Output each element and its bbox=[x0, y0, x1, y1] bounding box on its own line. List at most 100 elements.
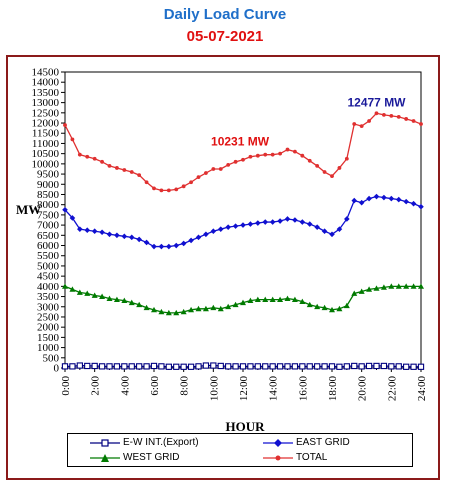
point-total-6 bbox=[107, 164, 112, 168]
point-east-31 bbox=[292, 217, 298, 223]
point-west-30 bbox=[284, 295, 291, 301]
point-total-25 bbox=[248, 154, 253, 159]
point-west-17 bbox=[188, 306, 195, 313]
point-west-34 bbox=[314, 303, 321, 310]
point-west-12 bbox=[151, 306, 157, 313]
point-east-38 bbox=[344, 216, 350, 222]
y-tick-label-5: 2500 bbox=[37, 311, 60, 323]
point-west-42 bbox=[373, 285, 380, 291]
point-total-36 bbox=[330, 174, 334, 179]
point-west-28 bbox=[269, 296, 276, 303]
point-east-30 bbox=[284, 216, 291, 222]
y-tick-label-9: 4500 bbox=[37, 271, 60, 283]
point-east-9 bbox=[128, 234, 135, 241]
point-east-14 bbox=[166, 243, 172, 250]
chart-legend: E-W INT.(Export) EAST GRID WEST GRID TOT… bbox=[67, 433, 413, 467]
point-ew-27 bbox=[262, 363, 269, 370]
point-east-2 bbox=[77, 226, 83, 232]
point-ew-16 bbox=[180, 363, 187, 370]
y-tick-label-4: 2000 bbox=[37, 322, 60, 334]
point-total-45 bbox=[396, 115, 401, 119]
point-west-19 bbox=[202, 305, 209, 312]
point-east-26 bbox=[255, 220, 261, 226]
chart-title: Daily Load Curve bbox=[163, 6, 287, 23]
legend-label-total: TOTAL bbox=[296, 452, 328, 463]
point-east-21 bbox=[217, 226, 224, 232]
point-total-31 bbox=[293, 149, 297, 154]
y-tick-label-29: 14500 bbox=[32, 67, 60, 79]
point-total-29 bbox=[278, 151, 282, 156]
point-total-41 bbox=[367, 119, 371, 123]
point-ew-48 bbox=[417, 363, 425, 370]
legend-swatch-west bbox=[90, 453, 120, 462]
x-tick-label-5: 10:00 bbox=[208, 376, 220, 402]
point-west-7 bbox=[113, 296, 120, 303]
point-total-44 bbox=[389, 113, 394, 118]
point-total-1 bbox=[70, 137, 75, 142]
point-ew-12 bbox=[150, 362, 158, 370]
point-total-18 bbox=[196, 175, 201, 180]
y-tick-label-10: 5000 bbox=[37, 260, 60, 272]
legend-label-ew: E-W INT.(Export) bbox=[123, 437, 199, 448]
y-tick-label-20: 10000 bbox=[32, 158, 60, 170]
point-west-32 bbox=[299, 298, 306, 305]
point-total-35 bbox=[322, 170, 327, 174]
point-west-31 bbox=[291, 296, 298, 303]
series-line-total bbox=[64, 112, 422, 192]
point-east-40 bbox=[358, 199, 365, 206]
point-east-32 bbox=[299, 219, 306, 225]
point-east-19 bbox=[203, 231, 209, 238]
point-east-35 bbox=[321, 228, 328, 235]
point-ew-32 bbox=[299, 363, 306, 370]
point-west-3 bbox=[84, 290, 91, 296]
point-ew-35 bbox=[321, 363, 328, 370]
point-east-24 bbox=[240, 222, 246, 228]
point-west-23 bbox=[232, 301, 239, 308]
y-tick-label-6: 3000 bbox=[37, 301, 60, 313]
y-tick-label-14: 7000 bbox=[37, 220, 60, 232]
point-ew-0 bbox=[61, 363, 69, 370]
point-ew-18 bbox=[195, 363, 202, 370]
point-ew-1 bbox=[69, 363, 76, 370]
point-total-27 bbox=[263, 152, 268, 157]
y-tick-label-8: 4000 bbox=[37, 281, 60, 293]
point-total-32 bbox=[300, 153, 305, 158]
legend-label-west: WEST GRID bbox=[123, 452, 180, 463]
point-east-27 bbox=[262, 219, 269, 225]
point-west-6 bbox=[106, 295, 113, 301]
point-west-36 bbox=[329, 306, 335, 313]
x-tick-label-12: 24:00 bbox=[416, 376, 428, 402]
point-west-22 bbox=[225, 303, 232, 310]
point-total-19 bbox=[204, 171, 208, 175]
point-west-14 bbox=[165, 309, 172, 316]
point-east-29 bbox=[277, 218, 283, 224]
point-west-37 bbox=[336, 305, 343, 312]
y-tick-label-25: 12500 bbox=[32, 107, 60, 119]
point-east-6 bbox=[106, 231, 113, 238]
point-east-39 bbox=[351, 197, 358, 204]
point-ew-5 bbox=[98, 363, 106, 370]
point-total-38 bbox=[344, 156, 349, 161]
point-ew-10 bbox=[136, 363, 143, 370]
legend-item-total: TOTAL bbox=[263, 450, 327, 465]
point-east-1 bbox=[69, 215, 76, 221]
point-ew-13 bbox=[158, 363, 165, 370]
y-tick-label-26: 13000 bbox=[32, 97, 60, 109]
point-ew-19 bbox=[202, 362, 210, 369]
point-west-9 bbox=[128, 299, 135, 306]
point-total-14 bbox=[166, 188, 171, 193]
point-ew-45 bbox=[395, 363, 402, 370]
point-west-0 bbox=[62, 283, 68, 289]
point-east-36 bbox=[329, 231, 335, 238]
point-west-40 bbox=[358, 288, 365, 294]
point-total-12 bbox=[152, 186, 156, 191]
point-total-5 bbox=[100, 159, 104, 164]
point-east-48 bbox=[418, 203, 424, 210]
point-ew-30 bbox=[284, 363, 291, 370]
y-tick-label-18: 9000 bbox=[37, 179, 60, 191]
point-total-33 bbox=[307, 158, 312, 163]
point-west-48 bbox=[418, 283, 424, 289]
y-tick-label-17: 8500 bbox=[37, 189, 60, 201]
point-total-2 bbox=[77, 152, 82, 157]
